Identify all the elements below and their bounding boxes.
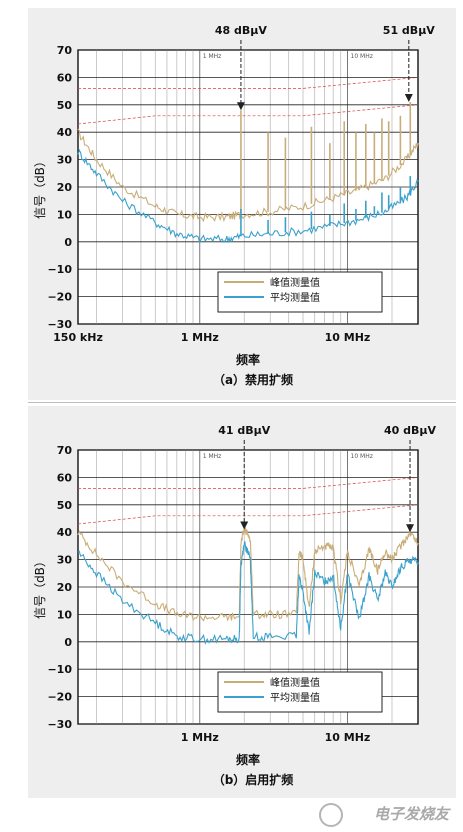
y-tick-label: −10 — [47, 263, 72, 276]
inner-frequency-label: 1 MHz — [203, 53, 222, 60]
y-tick-label: 60 — [57, 471, 73, 484]
y-tick-label: −30 — [47, 718, 72, 731]
x-tick-label: 10 MHz — [325, 731, 371, 744]
annotation-label: 48 dBμV — [215, 24, 267, 37]
y-tick-label: −20 — [47, 291, 72, 304]
y-tick-label: 30 — [57, 554, 73, 567]
limit-line-lower — [77, 104, 419, 125]
y-tick-label: 50 — [57, 499, 73, 512]
y-axis-label: 信号（dB） — [33, 155, 47, 219]
y-tick-label: 20 — [57, 581, 73, 594]
x-tick-label: 10 MHz — [325, 331, 371, 344]
x-tick-label: 1 MHz — [181, 331, 219, 344]
annotation-arrow-head — [236, 102, 245, 111]
watermark: 电子发烧友 — [373, 805, 449, 823]
inner-frequency-label: 10 MHz — [351, 53, 373, 60]
y-tick-label: 60 — [57, 71, 73, 84]
x-axis-label: 频率 — [236, 352, 260, 367]
y-tick-label: 10 — [57, 608, 73, 621]
y-tick-label: 10 — [57, 208, 73, 221]
legend-label: 平均测量值 — [270, 291, 320, 304]
limit-line-upper — [78, 477, 419, 489]
y-tick-label: 0 — [64, 236, 72, 249]
y-tick-label: −20 — [47, 691, 72, 704]
inner-frequency-label: 1 MHz — [203, 453, 222, 460]
annotation-arrow-head — [404, 94, 413, 103]
y-axis-label: 信号（dB） — [33, 555, 47, 619]
chart-b: 70 60 50 40 30 20 10 0 −10 −20 −30 1 MHz 10 MHz 41 dB… — [33, 424, 437, 787]
y-tick-label: 20 — [57, 181, 73, 194]
annotation-label: 51 dBμV — [383, 24, 435, 37]
annotation-label: 41 dBμV — [218, 424, 270, 437]
limit-line-lower — [77, 504, 419, 525]
inner-frequency-label: 10 MHz — [351, 453, 373, 460]
chart-subtitle: （a）禁用扩频 — [213, 372, 293, 387]
legend-box — [217, 271, 383, 313]
y-tick-label: 30 — [57, 154, 73, 167]
y-tick-label: −10 — [47, 663, 72, 676]
series-line-average — [77, 541, 419, 645]
legend-label: 峰值测量值 — [270, 276, 320, 289]
series-line-peak — [77, 526, 419, 622]
y-tick-label: 40 — [57, 526, 73, 539]
y-tick-label: 50 — [57, 99, 73, 112]
x-axis-label: 频率 — [236, 752, 260, 767]
panel-separator — [28, 402, 456, 403]
y-tick-label: −30 — [47, 318, 72, 331]
x-tick-label: 1 MHz — [181, 731, 219, 744]
chart-subtitle: （b）启用扩频 — [213, 772, 294, 787]
limit-line-upper — [78, 77, 419, 89]
y-tick-label: 70 — [57, 444, 73, 457]
y-tick-label: 70 — [57, 44, 73, 57]
annotation-arrow-head — [406, 524, 415, 533]
legend-label: 峰值测量值 — [270, 676, 320, 689]
legend-label: 平均测量值 — [270, 691, 320, 704]
legend-box — [217, 671, 383, 713]
annotation-label: 40 dBμV — [384, 424, 436, 437]
chart-a: 70 60 50 40 30 20 10 0 −10 −20 −30 1 MHz 10 MHz 48 dB… — [33, 24, 435, 387]
y-tick-label: 40 — [57, 126, 73, 139]
annotation-arrow-head — [240, 521, 249, 530]
y-tick-label: 0 — [64, 636, 72, 649]
x-tick-label: 150 kHz — [53, 331, 103, 344]
watermark-logo-icon — [319, 803, 343, 827]
